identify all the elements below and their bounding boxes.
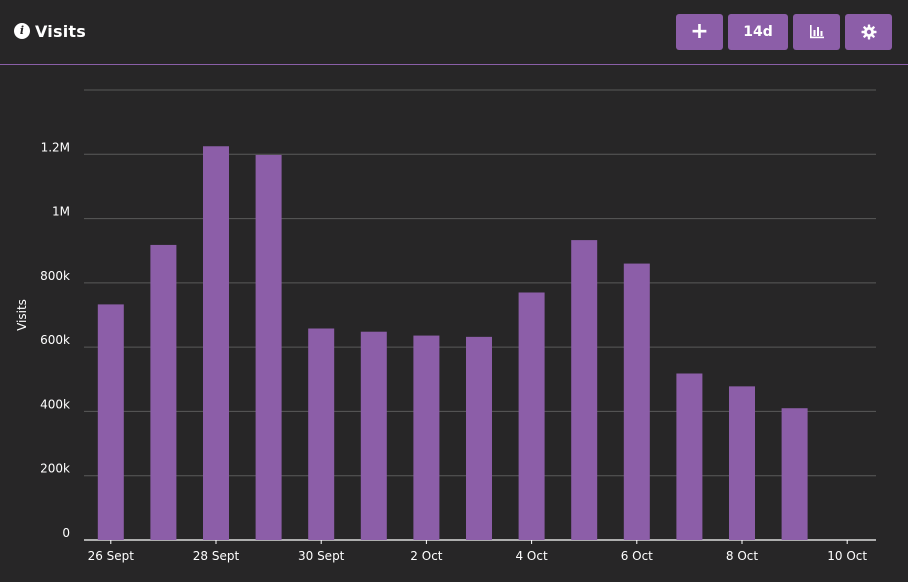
bar[interactable] [150,244,177,540]
x-tick-label: 26 Sept [88,549,135,563]
bar[interactable] [360,331,387,540]
bar[interactable] [466,336,492,540]
visits-bar-chart: 0 200k 400k 600k 800k 1M 1.2M 26 Sept 28 Sept 30… [15,89,876,563]
bar[interactable] [97,304,124,540]
x-tick-label: 2 Oct [410,549,442,563]
bar[interactable] [203,146,229,540]
y-tick-label: 200k [40,462,70,476]
bar-chart-icon [809,25,824,39]
x-tick-label: 10 Oct [827,549,867,563]
bar[interactable] [781,408,808,540]
bar[interactable] [518,292,545,541]
x-tick-label: 6 Oct [621,549,653,563]
y-tick-label: 400k [40,397,70,411]
plus-icon: + [690,19,709,44]
y-axis-title: Visits [15,299,29,331]
x-tick-label: 8 Oct [726,549,758,563]
x-tick-label: 4 Oct [515,549,547,563]
chart-header: i Visits + 14d [0,0,908,65]
y-tick-labels: 0 200k 400k 600k 800k 1M 1.2M [40,140,70,540]
bar[interactable] [413,335,440,540]
gear-icon [861,24,876,40]
bar[interactable] [571,240,598,540]
y-tick-label: 600k [40,333,70,347]
bar[interactable] [623,263,650,540]
x-tick-label: 28 Sept [193,549,240,563]
title-group: i Visits [14,20,86,42]
x-tick-labels: 26 Sept 28 Sept 30 Sept 2 Oct 4 Oct 6 Oct 8 Oc… [88,540,867,563]
x-tick-label: 30 Sept [298,549,345,563]
bar[interactable] [308,328,335,541]
y-tick-label: 1.2M [41,140,70,154]
chart-title: Visits [35,21,86,41]
range-button[interactable]: 14d [728,14,788,50]
y-tick-label: 800k [40,269,70,283]
bar[interactable] [255,154,282,540]
y-tick-label: 0 [62,526,70,540]
add-button[interactable]: + [676,14,723,50]
bars [97,146,808,541]
info-icon[interactable]: i [14,23,30,39]
chart-type-button[interactable] [793,14,840,50]
y-tick-label: 1M [52,205,70,219]
settings-button[interactable] [845,14,892,50]
toolbar: + 14d [676,14,892,50]
bar[interactable] [676,373,703,541]
bar[interactable] [729,386,755,540]
